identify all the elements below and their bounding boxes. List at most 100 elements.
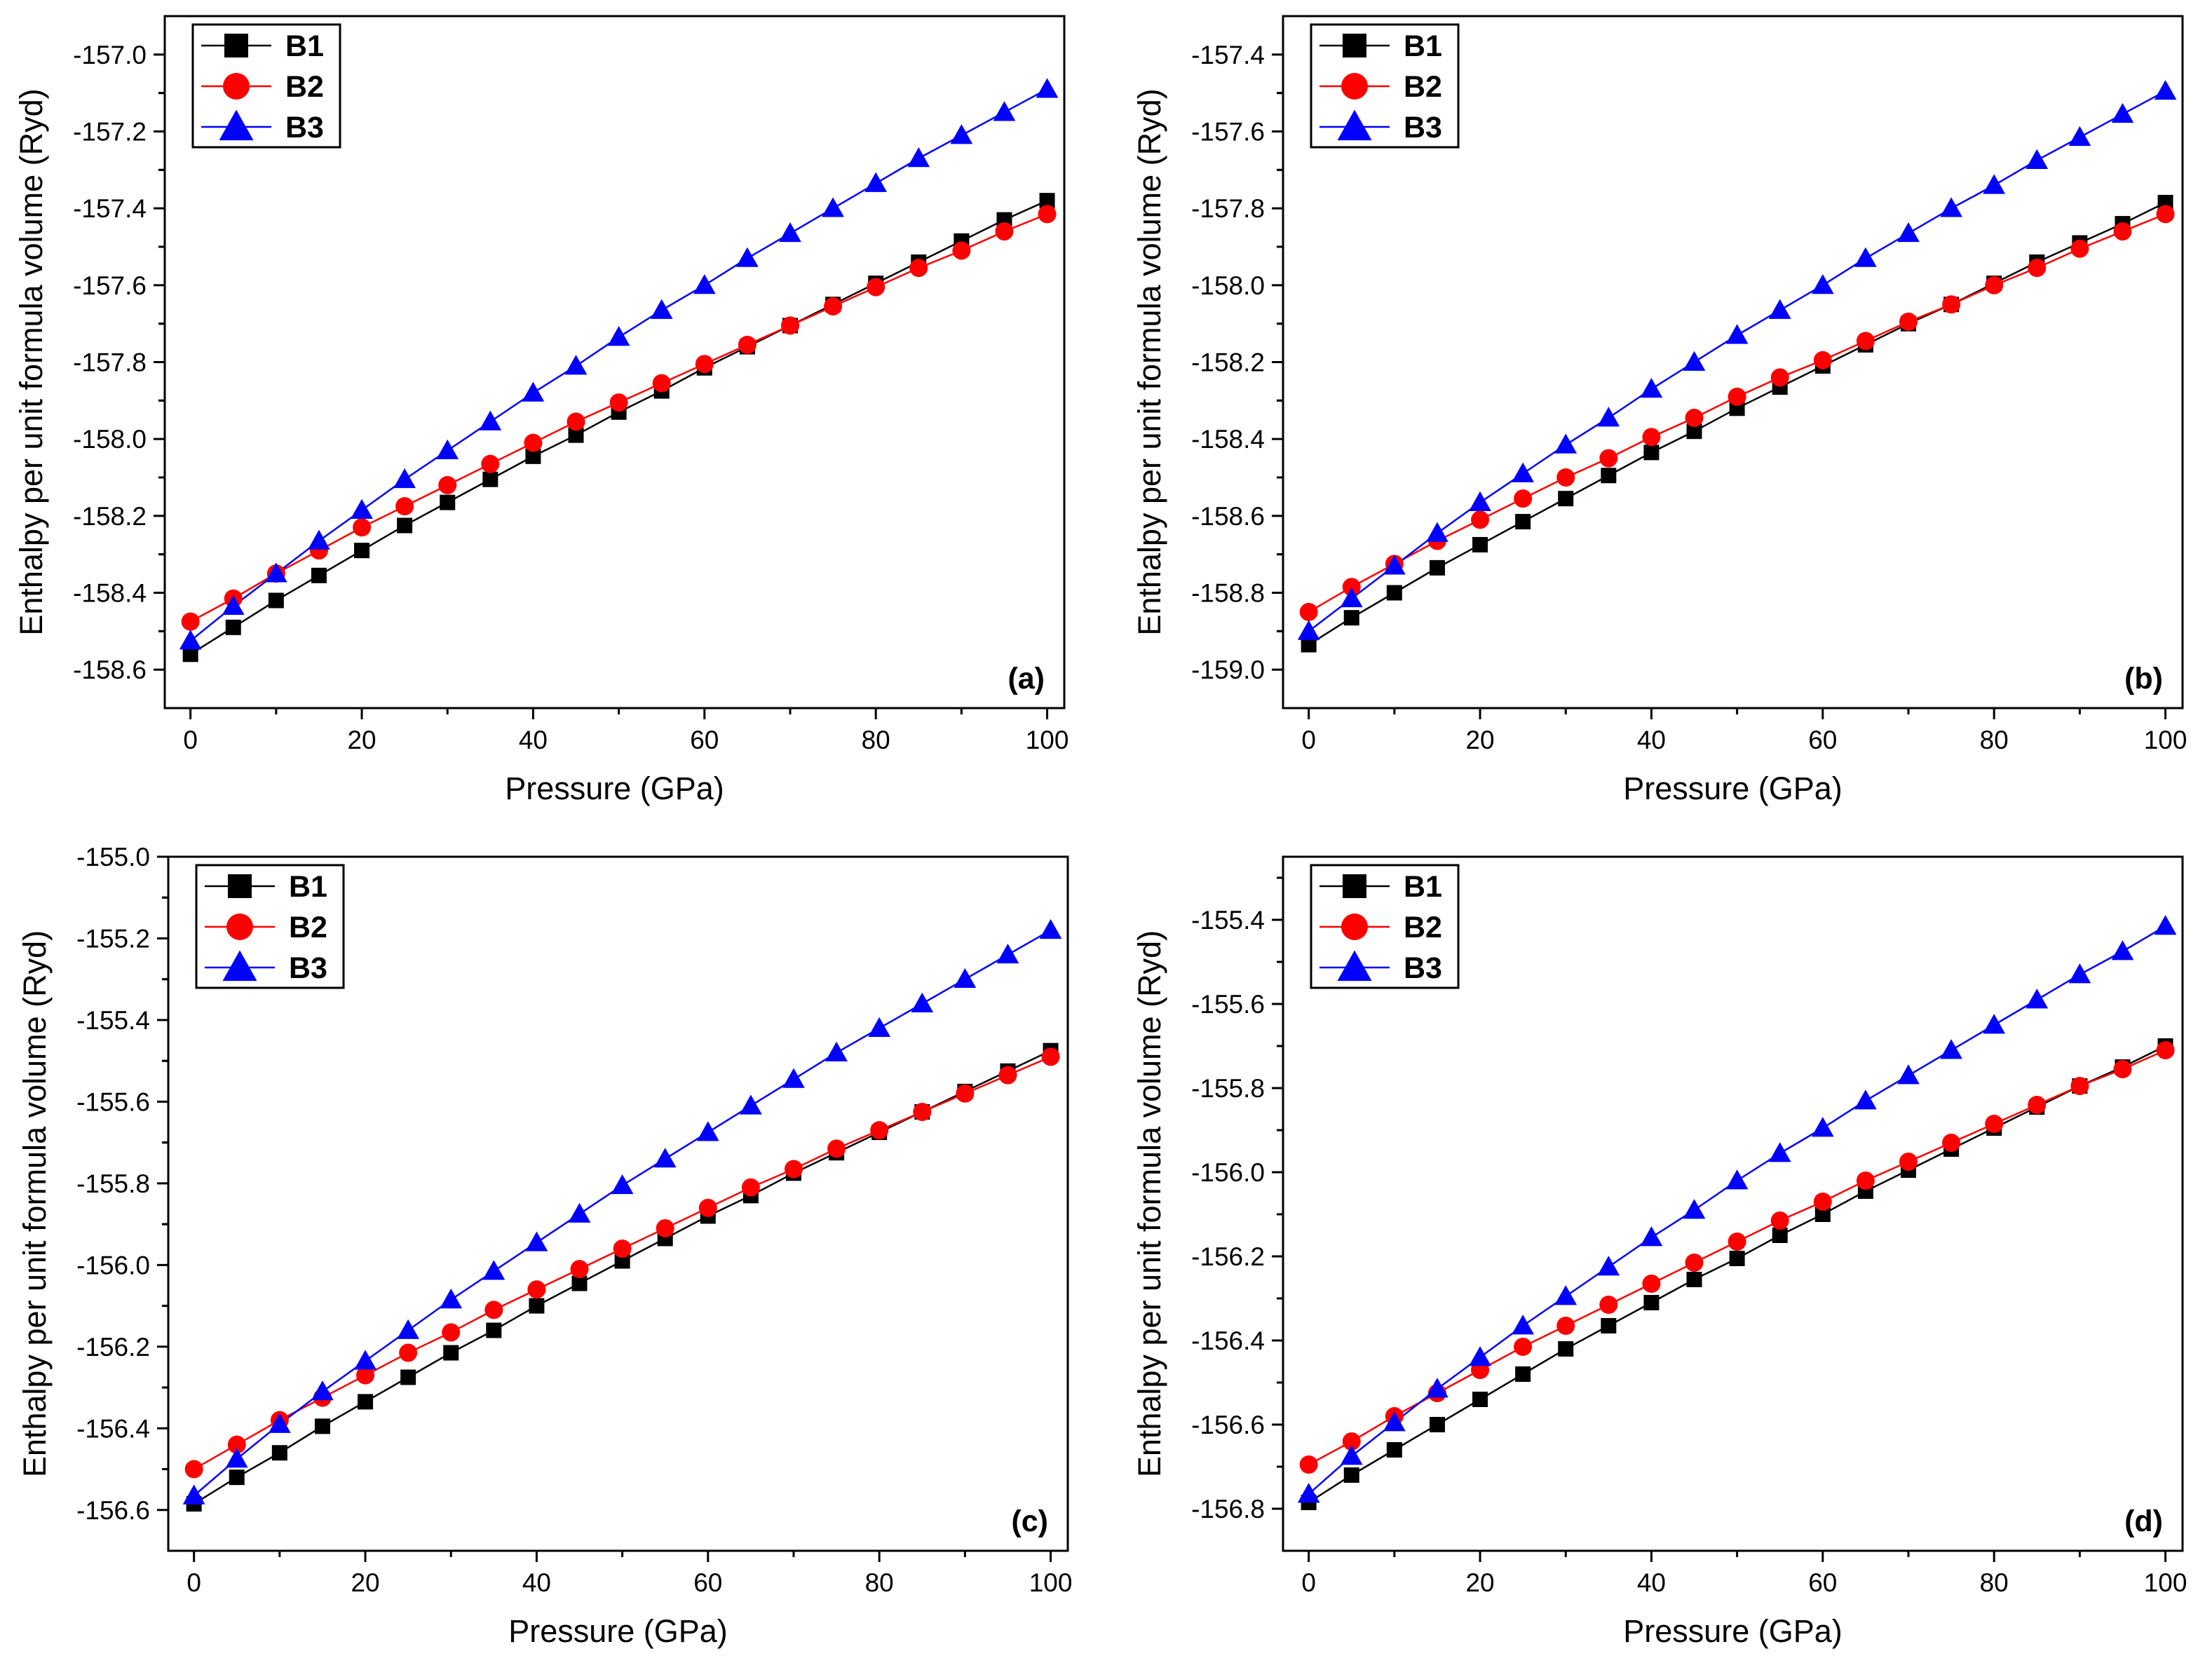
x-tick-label: 20 <box>1465 726 1494 754</box>
y-tick-label: -156.4 <box>76 1414 150 1443</box>
x-tick-label: 80 <box>1980 1568 2009 1597</box>
y-tick-label: -157.0 <box>73 41 147 69</box>
data-point-b2 <box>913 1102 932 1121</box>
data-point-b2 <box>613 1240 632 1258</box>
y-tick-label: -158.6 <box>1191 502 1265 531</box>
chart-panel: 0 20 40 60 80 100 -156.6 -156.4 -156.2 -156.0 -155… <box>17 843 1072 1649</box>
data-point-b2 <box>570 1260 589 1279</box>
panel-label: (d) <box>2124 1505 2163 1538</box>
y-tick-label: -156.6 <box>76 1496 150 1525</box>
data-point-b3 <box>864 172 888 192</box>
data-point-b1 <box>1515 1366 1531 1382</box>
data-point-b2 <box>780 316 799 335</box>
data-point-b3 <box>868 1017 891 1037</box>
data-point-b3 <box>479 410 502 430</box>
data-point-b1 <box>1472 536 1488 552</box>
data-point-b2 <box>1342 578 1361 597</box>
data-point-b1 <box>1558 1341 1574 1357</box>
data-point-b1 <box>525 448 541 464</box>
data-point-b2 <box>442 1323 461 1342</box>
data-point-b2 <box>1514 1338 1533 1356</box>
x-tick-label: 60 <box>690 726 719 754</box>
data-point-b2 <box>484 1301 503 1319</box>
y-tick-label: -159.0 <box>1191 656 1265 684</box>
x-tick-label: 100 <box>2144 1568 2187 1597</box>
data-point-b1 <box>1772 1228 1788 1243</box>
data-point-b3 <box>1036 78 1059 98</box>
y-tick-label: -157.2 <box>73 118 147 147</box>
data-point-b1 <box>1729 1251 1745 1266</box>
x-axis-title: Pressure (GPa) <box>505 770 724 806</box>
data-point-b3 <box>1383 555 1406 575</box>
data-point-b3 <box>1554 1285 1577 1305</box>
y-tick-label: -156.2 <box>76 1333 150 1362</box>
data-point-b2 <box>2070 1077 2089 1095</box>
data-point-b3 <box>696 1121 719 1141</box>
data-point-b3 <box>222 595 245 616</box>
x-tick-label: 40 <box>522 1568 551 1597</box>
legend-marker-b1 <box>1343 874 1366 898</box>
data-point-b1 <box>400 1369 416 1385</box>
legend-label: B1 <box>289 870 327 904</box>
data-point-b3 <box>1297 1483 1320 1503</box>
data-point-b3 <box>907 147 930 168</box>
legend-marker-b2 <box>226 914 253 940</box>
data-point-b3 <box>1983 174 2006 194</box>
data-point-b2 <box>353 518 372 537</box>
data-point-b3 <box>825 1041 848 1061</box>
data-point-b2 <box>1642 428 1661 447</box>
legend-label: B2 <box>285 70 324 104</box>
legend-marker-b3 <box>222 950 257 982</box>
y-tick-label: -156.2 <box>1191 1242 1265 1271</box>
y-axis-title: Enthalpy per unit formula volume (Ryd) <box>1132 88 1167 635</box>
data-point-b3 <box>1940 1039 1962 1059</box>
data-point-b2 <box>656 1218 674 1237</box>
x-tick-label: 80 <box>865 1568 894 1597</box>
data-point-b3 <box>1897 1064 1920 1085</box>
legend: B1 B2 B3 <box>191 23 341 149</box>
data-point-b2 <box>1856 1172 1875 1190</box>
series-line-b3 <box>1308 925 2166 1495</box>
y-tick-label: -155.8 <box>1191 1074 1265 1103</box>
data-point-b3 <box>954 968 977 989</box>
x-tick-label: 60 <box>1808 1568 1837 1597</box>
data-point-b1 <box>1601 468 1617 484</box>
data-point-b1 <box>354 543 370 559</box>
panel-label: (b) <box>2124 662 2163 695</box>
data-point-b2 <box>527 1280 546 1299</box>
data-point-b2 <box>227 1435 246 1454</box>
data-point-b2 <box>995 222 1014 241</box>
y-tick-label: -155.2 <box>76 924 150 953</box>
data-point-b3 <box>525 1231 548 1251</box>
data-point-b2 <box>1556 1317 1575 1335</box>
data-point-b3 <box>1854 1089 1877 1110</box>
y-tick-label: -156.4 <box>1191 1326 1265 1355</box>
data-point-b3 <box>1340 587 1363 608</box>
data-point-b3 <box>607 326 630 346</box>
x-axis-title: Pressure (GPa) <box>1623 770 1843 806</box>
data-point-b1 <box>571 1275 588 1291</box>
legend-label: B1 <box>1404 29 1442 63</box>
data-point-b3 <box>182 1484 205 1505</box>
data-point-b3 <box>393 468 416 489</box>
data-point-b1 <box>486 1322 502 1338</box>
data-point-b2 <box>1728 387 1746 406</box>
data-point-b3 <box>1640 378 1663 398</box>
data-point-b3 <box>2111 102 2134 123</box>
data-point-b3 <box>1854 247 1877 267</box>
data-point-b1 <box>358 1394 374 1410</box>
x-tick-label: 20 <box>351 1568 379 1597</box>
data-point-b3 <box>1768 1142 1791 1162</box>
data-point-b3 <box>397 1319 419 1339</box>
y-tick-label: -158.0 <box>1191 271 1265 300</box>
y-tick-label: -155.4 <box>76 1006 150 1035</box>
data-point-b3 <box>1340 1445 1363 1465</box>
y-tick-label: -155.6 <box>1191 990 1265 1019</box>
y-tick-label: -158.8 <box>1191 579 1265 608</box>
data-point-b1 <box>1558 491 1574 507</box>
data-point-b1 <box>311 567 327 583</box>
data-point-b2 <box>438 475 457 494</box>
data-point-b2 <box>524 433 543 452</box>
data-point-b2 <box>2113 222 2132 241</box>
data-point-b2 <box>1299 1455 1318 1474</box>
